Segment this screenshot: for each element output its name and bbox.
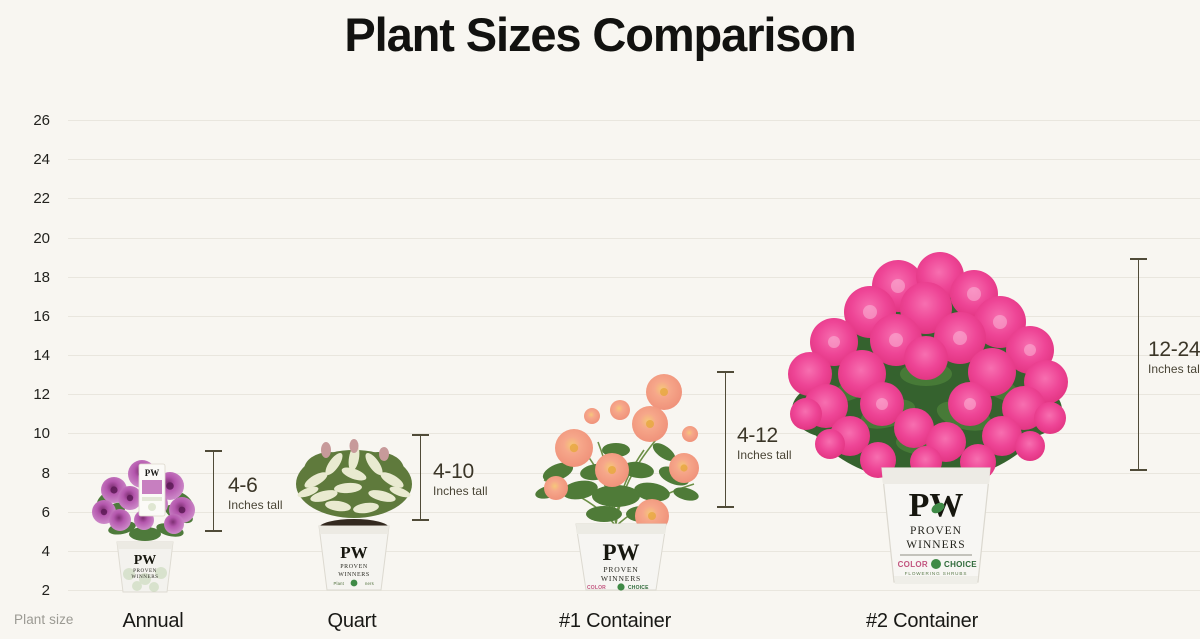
measure-stem — [419, 434, 422, 521]
measure-range-quart: 4-10 — [433, 460, 474, 483]
gridline-20 — [68, 237, 1200, 239]
y-axis-tick-22: 22 — [33, 190, 50, 208]
plant-image-container-2: PW PROVEN WINNERS COLOR CHOICE FLOWERING… — [778, 246, 1074, 596]
measure-label-annual: 4-6 Inches tall — [228, 474, 283, 513]
measure-bar-quart — [412, 434, 429, 521]
y-axis-tick-10: 10 — [33, 425, 50, 443]
svg-text:PW: PW — [340, 543, 367, 562]
y-axis-tick-26: 26 — [33, 112, 50, 129]
measure-bar-container-1 — [717, 371, 734, 508]
measure-cap-bottom — [717, 506, 734, 508]
measure-unit-container-2: Inches tall — [1148, 362, 1200, 376]
y-axis-tick-4: 4 — [41, 542, 50, 560]
measure-unit-quart: Inches tall — [433, 484, 488, 498]
y-axis-tick-6: 6 — [41, 503, 50, 521]
x-category-container-1: #1 Container — [558, 610, 672, 632]
gridline-10 — [68, 433, 1200, 435]
svg-text:PW: PW — [145, 468, 160, 478]
x-axis-label: Plant size — [14, 612, 74, 627]
gridline-12 — [68, 394, 1200, 396]
measure-bar-annual — [205, 450, 222, 532]
y-axis-tick-12: 12 — [33, 386, 50, 404]
measure-unit-annual: Inches tall — [228, 498, 283, 512]
svg-text:COLOR: COLOR — [587, 585, 606, 591]
measure-label-container-2: 12-24 Inches tall — [1148, 338, 1200, 377]
svg-text:WINNERS: WINNERS — [338, 572, 370, 578]
svg-text:PROVEN: PROVEN — [910, 525, 962, 537]
measure-unit-container-1: Inches tall — [737, 448, 792, 462]
page-title: Plant Sizes Comparison — [344, 8, 856, 61]
x-category-container-2: #2 Container — [865, 610, 979, 632]
svg-text:PW: PW — [134, 553, 157, 568]
y-axis-tick-18: 18 — [33, 268, 50, 286]
measure-stem — [212, 450, 215, 532]
gridline-16 — [68, 315, 1200, 317]
measure-bar-container-2 — [1130, 258, 1147, 471]
y-axis-tick-14: 14 — [33, 347, 50, 364]
plant-image-quart: PW PROVEN WINNERS Plant ners — [286, 432, 422, 594]
svg-text:WINNERS: WINNERS — [131, 574, 158, 580]
y-axis-tick-16: 16 — [33, 307, 50, 325]
measure-range-container-2: 12-24 — [1148, 338, 1200, 361]
svg-text:PROVEN: PROVEN — [603, 565, 638, 574]
svg-text:CHOICE: CHOICE — [628, 585, 649, 591]
svg-text:Plant: Plant — [333, 581, 344, 586]
x-category-quart: Quart — [327, 610, 377, 632]
y-axis-tick-8: 8 — [41, 464, 50, 482]
gridline-18 — [68, 276, 1200, 278]
gridline-24 — [68, 159, 1200, 161]
measure-range-container-1: 4-12 — [737, 424, 778, 447]
measure-stem — [1137, 258, 1140, 471]
gridline-22 — [68, 198, 1200, 200]
measure-label-container-1: 4-12 Inches tall — [737, 424, 792, 463]
measure-cap-bottom — [412, 519, 429, 521]
plant-image-container-1: PW PROVEN WINNERS COLOR CHOICE — [518, 364, 714, 596]
measure-stem — [724, 371, 727, 508]
svg-text:FLOWERING SHRUBS: FLOWERING SHRUBS — [905, 571, 968, 576]
measure-cap-bottom — [1130, 469, 1147, 471]
svg-text:ners: ners — [365, 581, 374, 586]
y-axis-tick-24: 24 — [33, 151, 50, 169]
measure-label-quart: 4-10 Inches tall — [433, 460, 488, 499]
gridline-14 — [68, 355, 1200, 356]
svg-text:WINNERS: WINNERS — [906, 539, 965, 551]
svg-text:WINNERS: WINNERS — [601, 574, 641, 583]
svg-text:PROVEN: PROVEN — [133, 568, 157, 574]
measure-range-annual: 4-6 — [228, 474, 258, 497]
svg-text:CHOICE: CHOICE — [944, 560, 977, 569]
measure-cap-bottom — [205, 530, 222, 532]
svg-text:PROVEN: PROVEN — [340, 564, 368, 570]
y-axis-tick-20: 20 — [33, 229, 50, 247]
svg-text:COLOR: COLOR — [898, 560, 928, 569]
gridline-26 — [68, 120, 1200, 121]
x-category-annual: Annual — [122, 610, 184, 632]
plant-image-annual: PW PW PROVEN WINNERS — [84, 446, 206, 594]
svg-text:PW: PW — [602, 540, 639, 565]
y-axis-tick-2: 2 — [41, 582, 50, 599]
